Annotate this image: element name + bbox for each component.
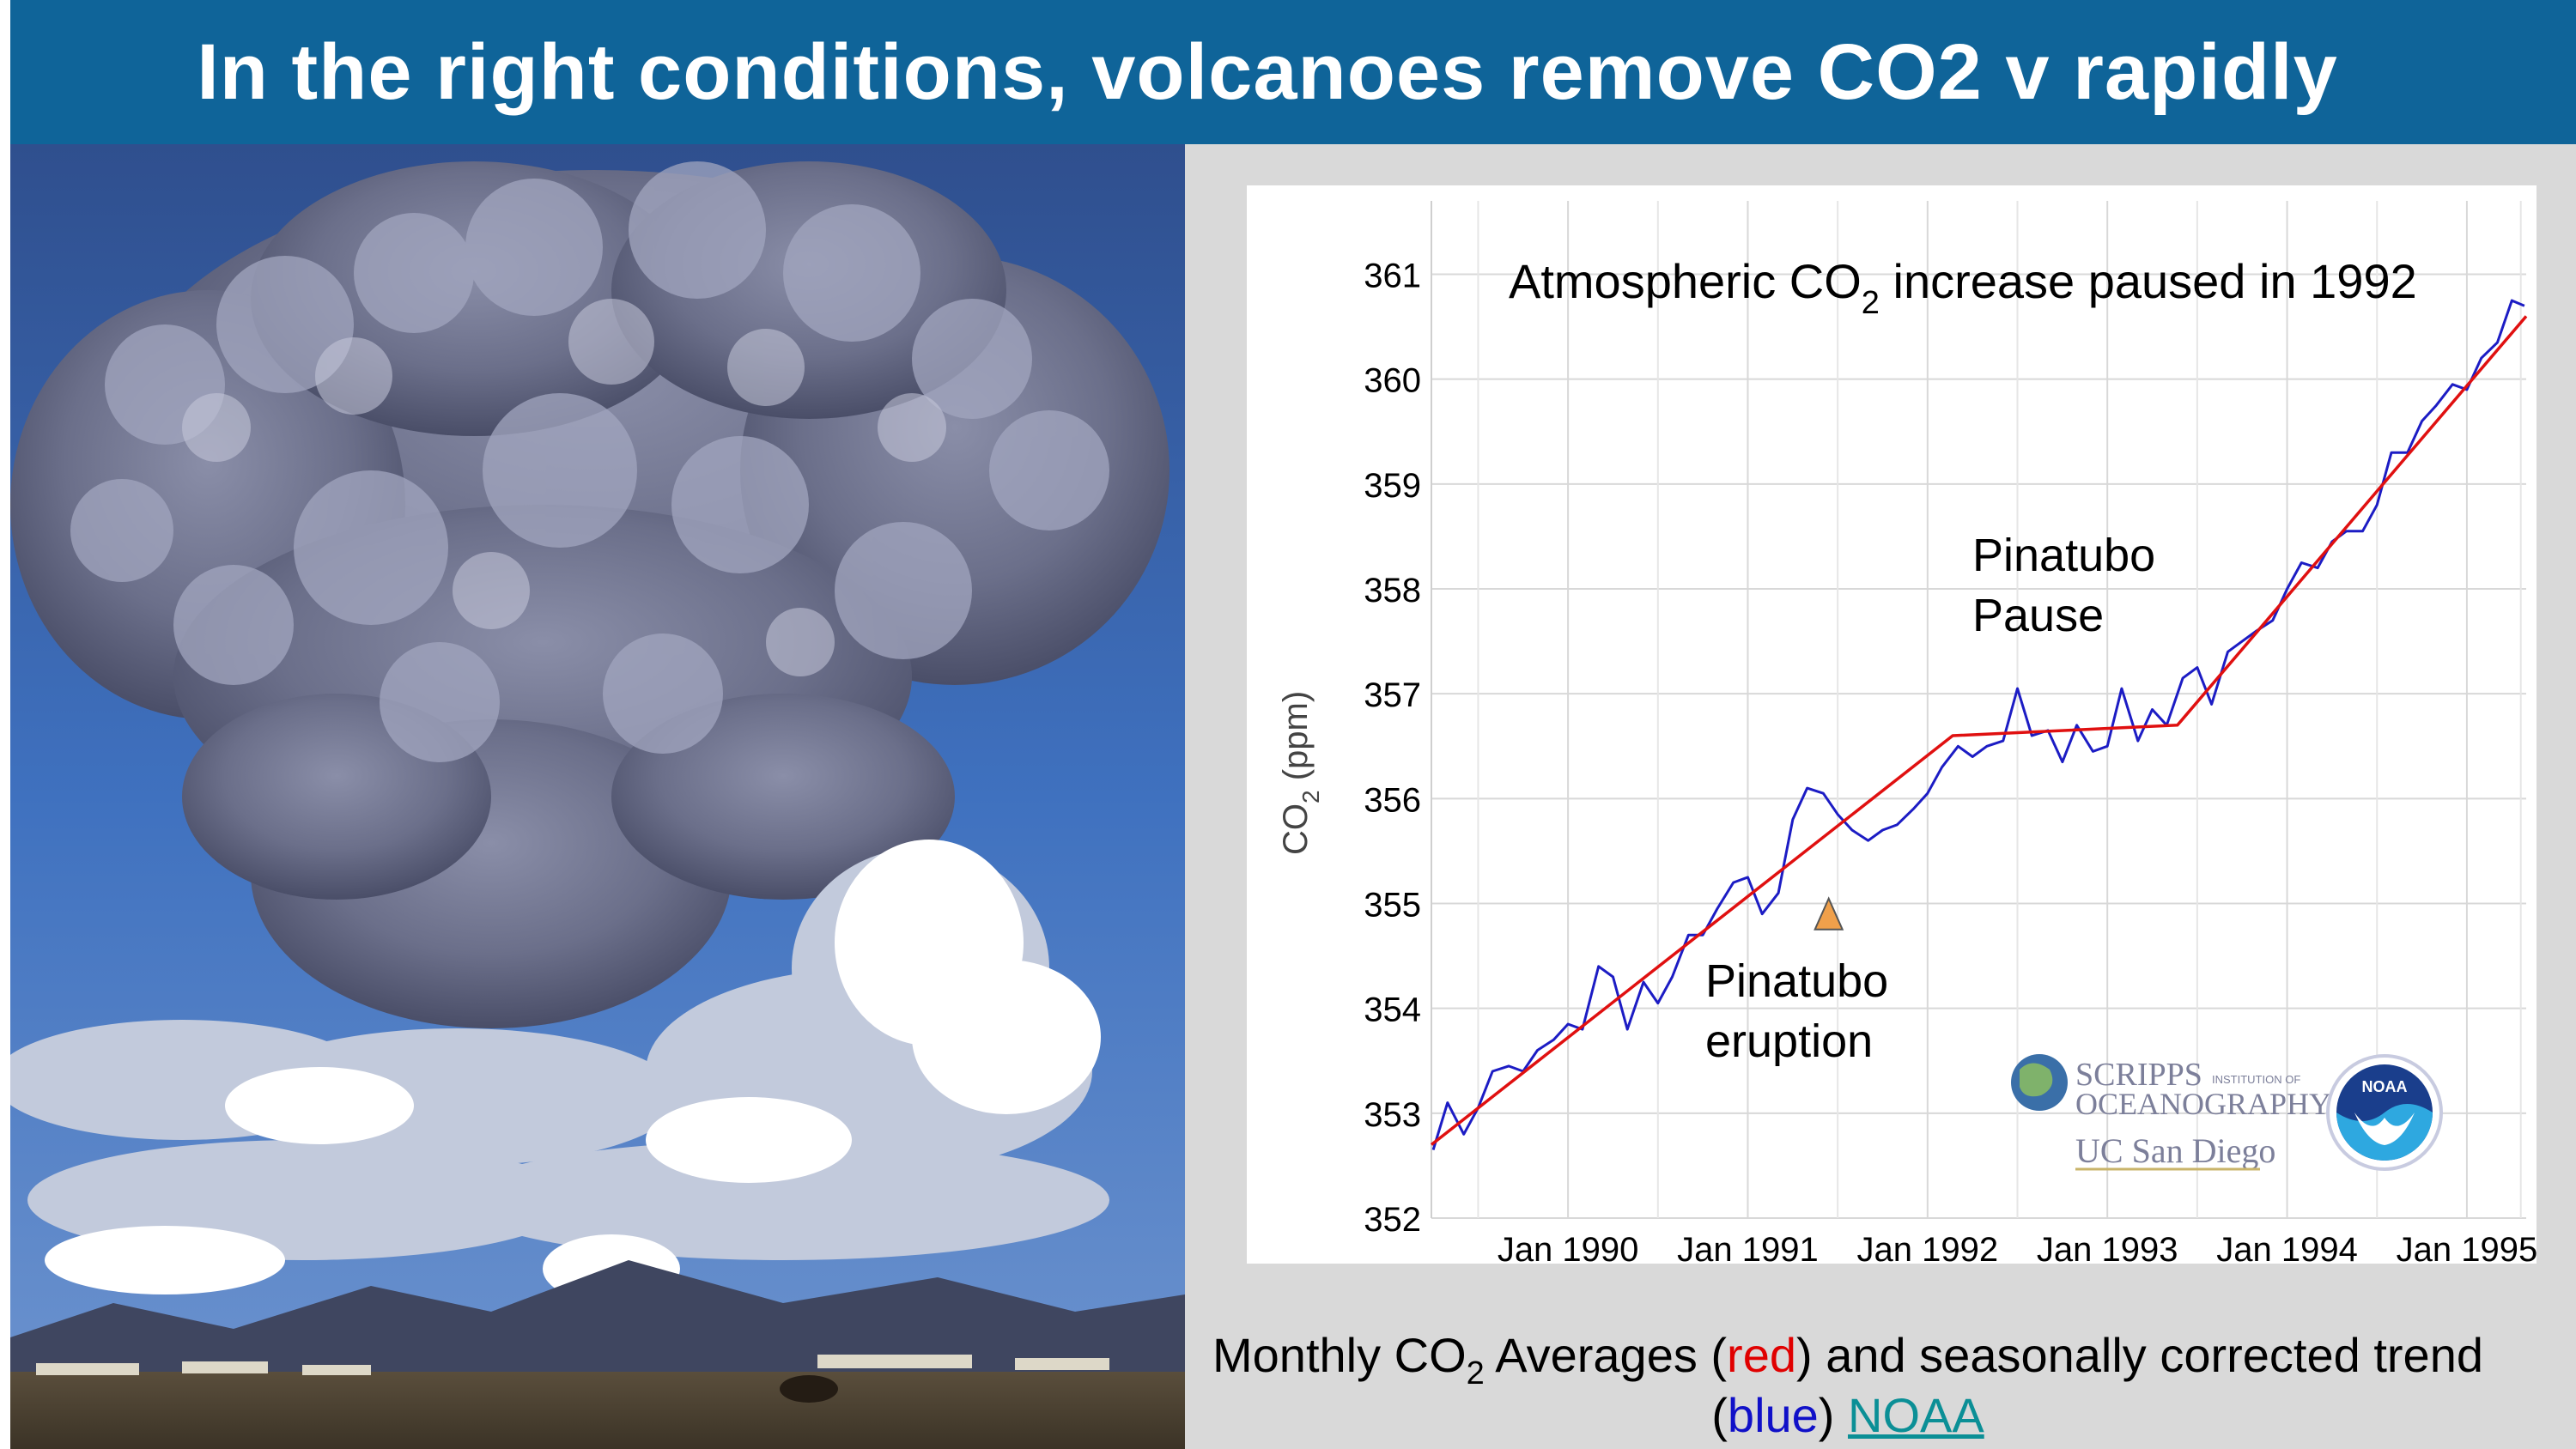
y-tick-label: 353 — [1364, 1096, 1421, 1134]
trend-series-line — [1430, 315, 2528, 1146]
caption-line-1: Monthly CO2 Averages (red) and seasonall… — [1212, 1328, 2483, 1391]
noaa-link[interactable]: NOAA — [1848, 1388, 1984, 1442]
slide-left-edge — [0, 0, 10, 1449]
pinatubo-eruption-annotation: Pinatubo eruption — [1705, 955, 1901, 1067]
y-tick-label: 355 — [1364, 887, 1421, 925]
pinatubo-pause-annotation: Pinatubo Pause — [1972, 530, 2168, 641]
oceanography-logo-text: OCEANOGRAPHY — [2075, 1087, 2331, 1121]
title-bar: In the right conditions, volcanoes remov… — [10, 0, 2576, 144]
y-tick-label: 357 — [1364, 676, 1421, 714]
x-tick-label: Jan 1993 — [2037, 1231, 2178, 1264]
y-tick-label: 360 — [1364, 362, 1421, 400]
pinatubo-eruption-photo — [10, 144, 1185, 1449]
chart-caption: Monthly CO2 Averages (red) and seasonall… — [1178, 1325, 2518, 1446]
x-tick-label: Jan 1991 — [1677, 1231, 1819, 1264]
y-tick-label: 356 — [1364, 781, 1421, 819]
slide-title: In the right conditions, volcanoes remov… — [197, 27, 2338, 116]
x-tick-label: Jan 1994 — [2216, 1231, 2358, 1264]
caption-line-2: (blue) NOAA — [1711, 1388, 1984, 1442]
x-tick-label: Jan 1992 — [1857, 1231, 1999, 1264]
y-axis-label: CO2 (ppm) — [1277, 691, 1324, 855]
y-tick-label: 352 — [1364, 1201, 1421, 1239]
y-tick-label: 358 — [1364, 572, 1421, 609]
caption-blue-word: blue — [1727, 1388, 1819, 1442]
scripps-logo-text: SCRIPPS — [2075, 1057, 2202, 1093]
y-tick-label: 359 — [1364, 467, 1421, 505]
ucsd-logo-text: UC San Diego — [2075, 1131, 2275, 1170]
monthly-co2-series-line — [1431, 299, 2525, 1151]
caption-red-word: red — [1727, 1328, 1796, 1382]
x-tick-label: Jan 1990 — [1498, 1231, 1639, 1264]
x-tick-label: Jan 1995 — [2397, 1231, 2537, 1264]
co2-chart: 352 353 354 355 356 357 358 359 360 361 Jan 1990 Ja… — [1247, 185, 2537, 1264]
noaa-logo-text: NOAA — [2362, 1078, 2408, 1095]
y-tick-label: 361 — [1364, 258, 1421, 295]
eruption-marker-icon — [1814, 896, 1844, 931]
scripps-logo-small: INSTITUTION OF — [2212, 1073, 2300, 1086]
chart-title: Atmospheric CO2 increase paused in 1992 — [1509, 254, 2417, 321]
y-tick-label: 354 — [1364, 991, 1421, 1029]
